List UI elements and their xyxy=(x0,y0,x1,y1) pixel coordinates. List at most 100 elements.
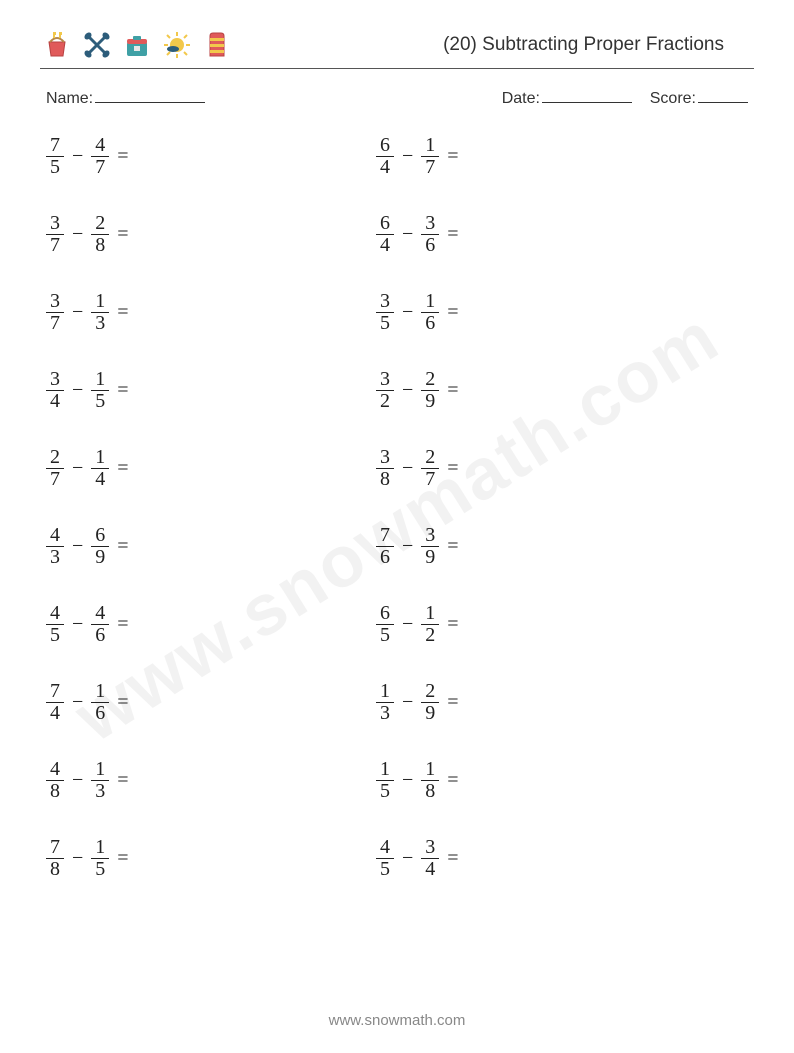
fraction: 13 xyxy=(376,681,394,724)
denominator: 9 xyxy=(421,703,439,724)
numerator: 3 xyxy=(421,213,439,235)
denominator: 6 xyxy=(421,313,439,334)
minus-operator: − xyxy=(72,691,83,714)
minus-operator: − xyxy=(72,301,83,324)
equals-sign: = xyxy=(117,457,128,480)
numerator: 3 xyxy=(46,369,64,391)
problem: 74−16= xyxy=(46,680,376,724)
minus-operator: − xyxy=(402,769,413,792)
numerator: 2 xyxy=(46,447,64,469)
denominator: 2 xyxy=(376,391,394,412)
numerator: 3 xyxy=(376,291,394,313)
numerator: 3 xyxy=(376,447,394,469)
denominator: 4 xyxy=(46,391,64,412)
numerator: 4 xyxy=(91,135,109,157)
numerator: 6 xyxy=(376,135,394,157)
denominator: 5 xyxy=(91,391,109,412)
numerator: 1 xyxy=(421,759,439,781)
problem: 48−13= xyxy=(46,758,376,802)
numerator: 7 xyxy=(46,837,64,859)
name-field: Name: xyxy=(46,87,205,108)
problem: 64−36= xyxy=(376,212,706,256)
denominator: 9 xyxy=(421,547,439,568)
icon-row xyxy=(40,28,234,62)
denominator: 3 xyxy=(91,781,109,802)
fraction: 15 xyxy=(376,759,394,802)
denominator: 7 xyxy=(421,157,439,178)
equals-sign: = xyxy=(447,223,458,246)
equals-sign: = xyxy=(117,847,128,870)
footer: www.snowmath.com xyxy=(0,1012,794,1029)
equals-sign: = xyxy=(447,847,458,870)
numerator: 3 xyxy=(46,213,64,235)
problem: 13−29= xyxy=(376,680,706,724)
denominator: 6 xyxy=(91,625,109,646)
problem: 45−34= xyxy=(376,836,706,880)
denominator: 3 xyxy=(91,313,109,334)
equals-sign: = xyxy=(447,691,458,714)
numerator: 6 xyxy=(376,603,394,625)
equals-sign: = xyxy=(117,535,128,558)
minus-operator: − xyxy=(402,613,413,636)
denominator: 7 xyxy=(421,469,439,490)
minus-operator: − xyxy=(72,379,83,402)
fraction: 17 xyxy=(421,135,439,178)
equals-sign: = xyxy=(447,613,458,636)
problem: 76−39= xyxy=(376,524,706,568)
numerator: 1 xyxy=(91,837,109,859)
equals-sign: = xyxy=(117,223,128,246)
problem: 78−15 = xyxy=(46,836,376,880)
denominator: 5 xyxy=(376,781,394,802)
numerator: 1 xyxy=(421,135,439,157)
problem: 37−28= xyxy=(46,212,376,256)
fraction: 65 xyxy=(376,603,394,646)
denominator: 5 xyxy=(91,859,109,880)
denominator: 6 xyxy=(421,235,439,256)
fraction: 16 xyxy=(421,291,439,334)
minus-operator: − xyxy=(72,145,83,168)
problem: 45−46= xyxy=(46,602,376,646)
problem: 37−13 = xyxy=(46,290,376,334)
fraction: 27 xyxy=(46,447,64,490)
numerator: 2 xyxy=(91,213,109,235)
minus-operator: − xyxy=(72,535,83,558)
denominator: 8 xyxy=(421,781,439,802)
fraction: 13 xyxy=(91,291,109,334)
problem: 43−69= xyxy=(46,524,376,568)
fraction: 39 xyxy=(421,525,439,568)
fraction: 46 xyxy=(91,603,109,646)
minus-operator: − xyxy=(72,847,83,870)
bucket-icon xyxy=(40,28,74,62)
numerator: 4 xyxy=(46,759,64,781)
denominator: 6 xyxy=(91,703,109,724)
numerator: 1 xyxy=(91,369,109,391)
date-blank[interactable] xyxy=(542,87,632,103)
fraction: 37 xyxy=(46,291,64,334)
minus-operator: − xyxy=(402,145,413,168)
denominator: 5 xyxy=(46,625,64,646)
denominator: 4 xyxy=(421,859,439,880)
fraction: 13 xyxy=(91,759,109,802)
minus-operator: − xyxy=(72,223,83,246)
problem: 64−17= xyxy=(376,134,706,178)
name-blank[interactable] xyxy=(95,87,205,103)
denominator: 3 xyxy=(376,703,394,724)
name-label: Name: xyxy=(46,90,93,107)
equals-sign: = xyxy=(447,145,458,168)
score-blank[interactable] xyxy=(698,87,748,103)
numerator: 3 xyxy=(421,525,439,547)
fraction: 48 xyxy=(46,759,64,802)
denominator: 7 xyxy=(46,235,64,256)
denominator: 8 xyxy=(46,781,64,802)
numerator: 3 xyxy=(376,369,394,391)
denominator: 8 xyxy=(46,859,64,880)
numerator: 7 xyxy=(46,681,64,703)
denominator: 8 xyxy=(376,469,394,490)
problem-column-2: 64−17=64−36=35−16=32−29=38−27=76−39=65−1… xyxy=(376,134,706,880)
problem: 34−15 = xyxy=(46,368,376,412)
denominator: 4 xyxy=(91,469,109,490)
equals-sign: = xyxy=(117,301,128,324)
equals-sign: = xyxy=(117,379,128,402)
fraction: 12 xyxy=(421,603,439,646)
minus-operator: − xyxy=(72,769,83,792)
